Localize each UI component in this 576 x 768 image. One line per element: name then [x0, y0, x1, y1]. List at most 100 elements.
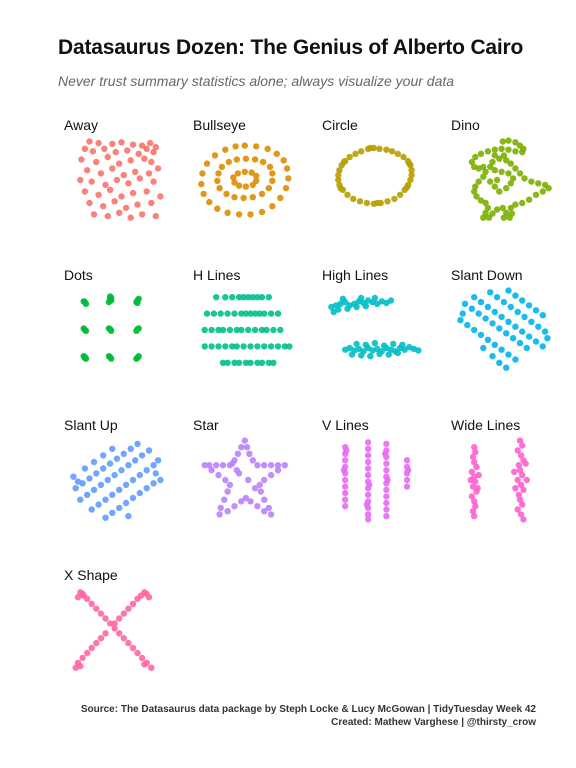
data-point: [507, 204, 514, 212]
scatter-plot: [72, 589, 155, 671]
scatter-plot: [80, 293, 142, 362]
data-point: [336, 167, 343, 174]
data-point: [148, 158, 155, 166]
data-point: [251, 485, 259, 492]
data-point: [520, 486, 527, 493]
data-point: [394, 349, 401, 357]
data-point: [125, 605, 132, 612]
data-point: [342, 476, 349, 484]
data-point: [374, 199, 381, 207]
data-point: [491, 183, 498, 190]
data-point: [111, 625, 118, 632]
data-point: [106, 186, 114, 193]
data-point: [129, 476, 137, 484]
data-point: [238, 444, 245, 451]
data-point: [519, 148, 526, 156]
data-point: [222, 146, 229, 153]
data-point: [491, 308, 498, 316]
data-point: [102, 630, 109, 637]
data-point: [210, 310, 218, 317]
data-point: [246, 450, 253, 457]
data-point: [356, 198, 364, 205]
data-point: [457, 317, 464, 324]
data-point: [475, 471, 482, 479]
data-point: [226, 481, 234, 489]
data-point: [224, 359, 231, 366]
data-point: [120, 635, 127, 642]
data-point: [132, 457, 139, 464]
data-point: [217, 310, 224, 317]
data-point: [240, 194, 247, 202]
data-point: [382, 450, 389, 457]
data-point: [233, 326, 240, 334]
data-point: [200, 190, 207, 198]
data-point: [471, 444, 478, 451]
data-point: [148, 199, 155, 207]
data-point: [229, 294, 236, 301]
data-point: [217, 504, 224, 512]
panel-wide-lines: Wide Lines: [445, 417, 565, 547]
data-point: [129, 141, 137, 148]
data-point: [254, 503, 261, 510]
data-point: [258, 294, 266, 301]
data-point: [473, 193, 480, 200]
data-point: [93, 639, 100, 647]
data-point: [242, 359, 250, 366]
data-point: [102, 514, 109, 521]
data-point: [229, 343, 236, 350]
data-point: [111, 471, 118, 479]
data-point: [467, 476, 474, 484]
data-point: [516, 339, 524, 347]
data-point: [221, 496, 228, 503]
data-point: [157, 476, 164, 484]
data-point: [480, 173, 487, 180]
data-point: [109, 140, 116, 148]
data-point: [366, 481, 373, 489]
data-point: [154, 457, 162, 464]
data-point: [487, 163, 494, 171]
data-point: [493, 176, 501, 184]
data-point: [362, 303, 369, 310]
data-point: [242, 310, 250, 317]
data-point: [521, 313, 528, 321]
data-point: [274, 343, 282, 350]
data-point: [496, 359, 503, 366]
data-point: [511, 468, 518, 475]
data-point: [407, 176, 414, 184]
data-point: [105, 353, 113, 360]
data-point: [496, 188, 503, 195]
data-point: [363, 199, 371, 207]
data-point: [206, 462, 213, 469]
data-point: [208, 326, 215, 334]
data-point: [350, 195, 357, 203]
data-point: [267, 462, 275, 469]
panel-title: Slant Up: [64, 417, 118, 433]
data-point: [484, 336, 492, 343]
data-point: [491, 167, 498, 174]
data-point: [270, 326, 277, 334]
data-point: [281, 462, 288, 469]
data-point: [219, 326, 227, 334]
data-point: [363, 501, 371, 508]
data-point: [507, 160, 514, 167]
data-point: [281, 343, 288, 350]
data-point: [364, 445, 372, 452]
data-point: [240, 343, 247, 350]
data-point: [232, 143, 239, 150]
data-point: [390, 340, 397, 348]
data-point: [484, 303, 492, 311]
data-point: [261, 310, 268, 317]
data-point: [81, 188, 89, 195]
data-point: [104, 153, 111, 161]
data-point: [367, 353, 374, 360]
data-point: [353, 303, 360, 311]
data-point: [265, 504, 272, 512]
data-point: [472, 183, 479, 190]
data-point: [528, 178, 535, 185]
data-point: [258, 326, 266, 334]
data-point: [376, 350, 383, 357]
data-point: [391, 195, 398, 203]
data-point: [500, 214, 508, 221]
data-point: [352, 150, 359, 157]
data-point: [500, 298, 508, 306]
